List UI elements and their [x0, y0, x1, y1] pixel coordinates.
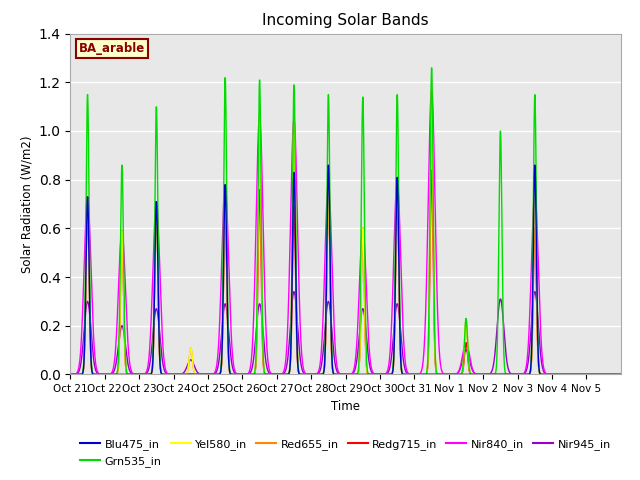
- Redg715_in: [67, 372, 74, 377]
- Line: Red655_in: Red655_in: [70, 117, 621, 374]
- Nir945_in: [387, 357, 395, 362]
- Line: Yel580_in: Yel580_in: [70, 90, 621, 374]
- Nir840_in: [486, 372, 494, 377]
- Yel580_in: [402, 372, 410, 377]
- Redg715_in: [403, 372, 410, 377]
- Nir840_in: [403, 365, 410, 371]
- X-axis label: Time: Time: [331, 400, 360, 413]
- Yel580_in: [325, 200, 333, 206]
- Line: Redg715_in: Redg715_in: [70, 170, 621, 374]
- Yel580_in: [479, 372, 487, 377]
- Blu475_in: [67, 372, 74, 377]
- Grn535_in: [170, 372, 177, 377]
- Redg715_in: [486, 372, 494, 377]
- Red655_in: [617, 372, 625, 377]
- Blu475_in: [617, 372, 625, 377]
- Grn535_in: [428, 65, 435, 71]
- Grn535_in: [67, 372, 74, 377]
- Nir840_in: [86, 222, 93, 228]
- Grn535_in: [387, 372, 395, 377]
- Blu475_in: [486, 372, 494, 377]
- Red655_in: [486, 372, 494, 377]
- Redg715_in: [617, 372, 625, 377]
- Nir945_in: [411, 372, 419, 377]
- Line: Blu475_in: Blu475_in: [70, 165, 621, 374]
- Grn535_in: [86, 252, 93, 257]
- Nir840_in: [617, 372, 625, 377]
- Red655_in: [67, 372, 74, 377]
- Grn535_in: [403, 372, 410, 377]
- Nir840_in: [67, 372, 74, 377]
- Red655_in: [387, 372, 395, 377]
- Legend: Blu475_in, Grn535_in, Yel580_in, Red655_in, Redg715_in, Nir840_in, Nir945_in: Blu475_in, Grn535_in, Yel580_in, Red655_…: [76, 435, 615, 471]
- Yel580_in: [486, 372, 494, 377]
- Blu475_in: [101, 372, 109, 377]
- Nir840_in: [428, 87, 435, 93]
- Y-axis label: Solar Radiation (W/m2): Solar Radiation (W/m2): [20, 135, 33, 273]
- Grn535_in: [617, 372, 625, 377]
- Blu475_in: [387, 372, 395, 377]
- Nir945_in: [278, 372, 285, 377]
- Yel580_in: [67, 372, 74, 377]
- Blu475_in: [86, 295, 93, 301]
- Blu475_in: [278, 372, 286, 377]
- Nir840_in: [325, 185, 333, 191]
- Yel580_in: [428, 87, 435, 93]
- Redg715_in: [86, 296, 93, 302]
- Line: Nir840_in: Nir840_in: [70, 90, 621, 374]
- Nir840_in: [278, 371, 286, 377]
- Red655_in: [278, 372, 286, 377]
- Yel580_in: [387, 372, 395, 377]
- Nir945_in: [403, 369, 410, 375]
- Yel580_in: [278, 372, 285, 377]
- Red655_in: [479, 372, 487, 377]
- Blu475_in: [403, 372, 410, 377]
- Redg715_in: [387, 372, 395, 377]
- Nir840_in: [387, 330, 395, 336]
- Red655_in: [256, 114, 264, 120]
- Nir945_in: [325, 301, 333, 307]
- Yel580_in: [617, 372, 625, 377]
- Nir945_in: [67, 372, 74, 377]
- Red655_in: [403, 372, 410, 377]
- Grn535_in: [325, 132, 333, 138]
- Nir945_in: [486, 371, 494, 376]
- Redg715_in: [170, 372, 177, 377]
- Line: Nir945_in: Nir945_in: [70, 292, 621, 374]
- Nir945_in: [617, 372, 625, 377]
- Blu475_in: [326, 200, 333, 206]
- Line: Grn535_in: Grn535_in: [70, 68, 621, 374]
- Nir945_in: [86, 310, 93, 316]
- Redg715_in: [278, 372, 286, 377]
- Nir840_in: [170, 372, 177, 377]
- Redg715_in: [428, 167, 435, 173]
- Nir945_in: [290, 289, 298, 295]
- Red655_in: [325, 211, 333, 217]
- Title: Incoming Solar Bands: Incoming Solar Bands: [262, 13, 429, 28]
- Blu475_in: [324, 162, 332, 168]
- Grn535_in: [278, 372, 286, 377]
- Red655_in: [86, 295, 93, 301]
- Yel580_in: [86, 296, 93, 302]
- Redg715_in: [325, 215, 333, 221]
- Text: BA_arable: BA_arable: [79, 42, 145, 55]
- Grn535_in: [486, 372, 494, 377]
